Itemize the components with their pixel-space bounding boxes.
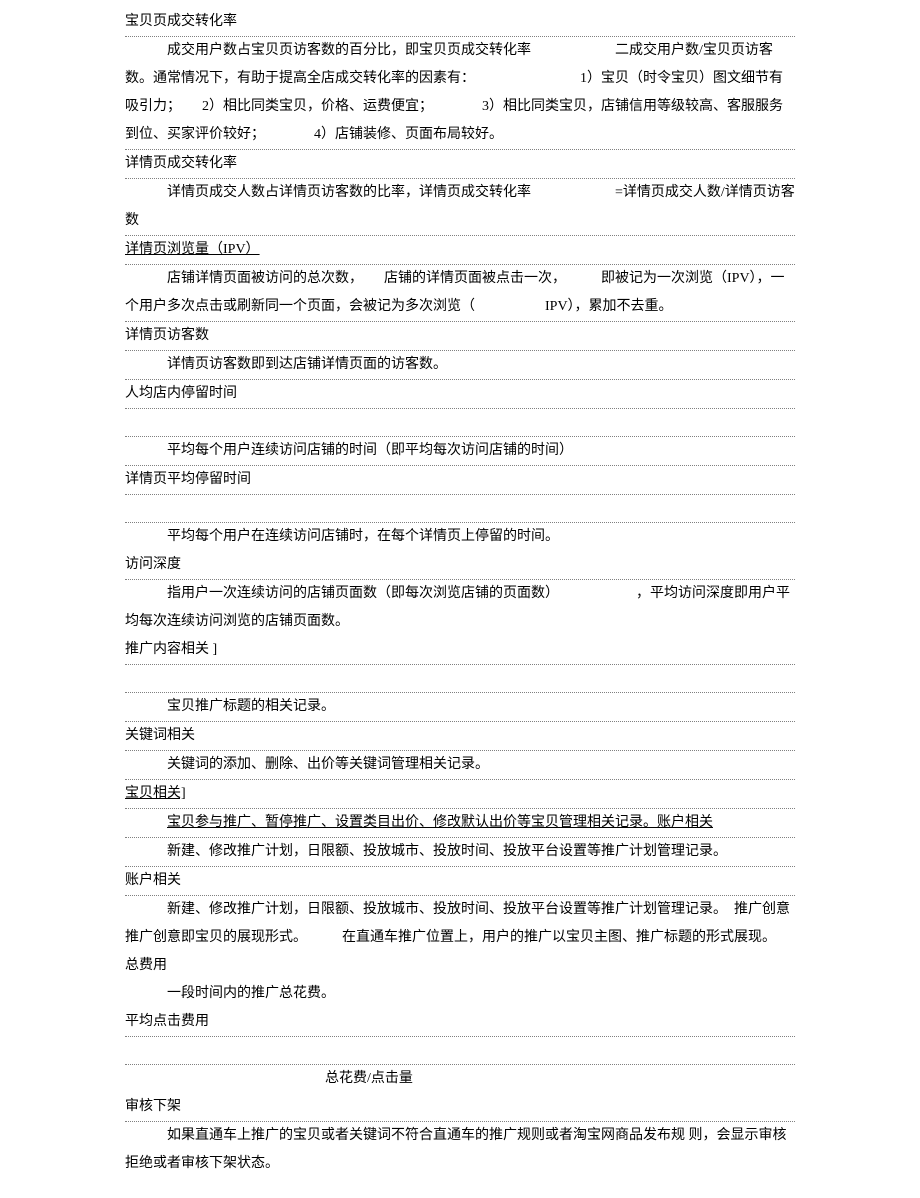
document-page: 宝贝页成交转化率 成交用户数占宝贝页访客数的百分比，即宝贝页成交转化率 二成交用… [0, 8, 920, 1178]
term-body: 总花费/点击量 [125, 1065, 795, 1093]
blank-line [125, 1037, 795, 1065]
term-body: 新建、修改推广计划，日限额、投放城市、投放时间、投放平台设置等推广计划管理记录。… [125, 896, 795, 980]
term-title: 账户相关 [125, 867, 795, 896]
term-title: 平均点击费用 [125, 1008, 795, 1037]
term-body: 详情页访客数即到达店铺详情页面的访客数。 [125, 351, 795, 380]
term-title: 详情页成交转化率 [125, 150, 795, 179]
term-body: 宝贝推广标题的相关记录。 [125, 693, 795, 722]
term-title: 详情页浏览量（IPV） [125, 236, 795, 265]
term-title: 推广内容相关 ] [125, 636, 795, 665]
term-body: 成交用户数占宝贝页访客数的百分比，即宝贝页成交转化率 二成交用户数/宝贝页访客数… [125, 37, 795, 150]
term-body: 指用户一次连续访问的店铺页面数（即每次浏览店铺的页面数） ，平均访问深度即用户平… [125, 580, 795, 636]
term-title: 宝贝页成交转化率 [125, 8, 795, 37]
blank-line [125, 409, 795, 437]
blank-line [125, 495, 795, 523]
term-body: 如果直通车上推广的宝贝或者关键词不符合直通车的推广规则或者淘宝网商品发布规 则，… [125, 1122, 795, 1178]
term-title: 详情页平均停留时间 [125, 466, 795, 495]
term-title: 访问深度 [125, 551, 795, 580]
term-body: 店铺详情页面被访问的总次数， 店铺的详情页面被点击一次， 即被记为一次浏览（IP… [125, 265, 795, 322]
term-title: 关键词相关 [125, 722, 795, 751]
term-body: 关键词的添加、删除、出价等关键词管理相关记录。 [125, 751, 795, 780]
term-title: 宝贝相关] [125, 780, 795, 809]
term-title: 审核下架 [125, 1093, 795, 1122]
term-body: 宝贝参与推广、暂停推广、设置类目出价、修改默认出价等宝贝管理相关记录。账户相关 [125, 809, 795, 838]
term-title: 详情页访客数 [125, 322, 795, 351]
term-body: 新建、修改推广计划，日限额、投放城市、投放时间、投放平台设置等推广计划管理记录。 [125, 838, 795, 867]
term-body: 平均每个用户连续访问店铺的时间（即平均每次访问店铺的时间） [125, 437, 795, 466]
term-title: 人均店内停留时间 [125, 380, 795, 409]
blank-line [125, 665, 795, 693]
term-body: 平均每个用户在连续访问店铺时，在每个详情页上停留的时间。 [125, 523, 795, 551]
term-body: 一段时间内的推广总花费。 [125, 980, 795, 1008]
term-body: 详情页成交人数占详情页访客数的比率，详情页成交转化率 =详情页成交人数/详情页访… [125, 179, 795, 236]
